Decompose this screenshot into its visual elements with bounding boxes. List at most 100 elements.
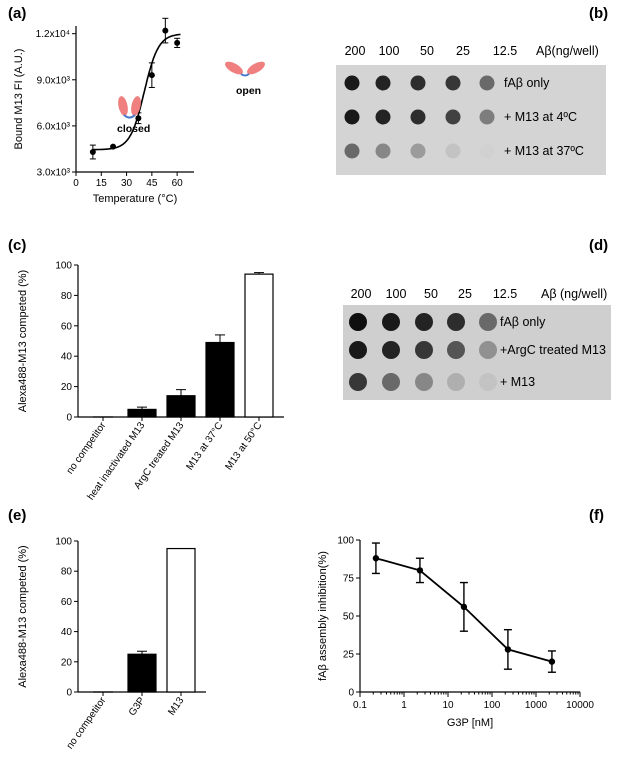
- data-point: [416, 567, 424, 574]
- data-point: [174, 39, 181, 46]
- panel-label-d: (d): [589, 237, 608, 254]
- y-tick-label: 60: [61, 597, 73, 608]
- data-point: [162, 27, 169, 34]
- x-tick-label: M13 at 37°C: [184, 420, 225, 472]
- blot-dot: [349, 313, 367, 331]
- y-tick-label: 40: [61, 627, 73, 638]
- y-tick-label: 75: [343, 574, 355, 585]
- blot-dot: [344, 143, 360, 159]
- x-axis-label: Temperature (°C): [93, 193, 177, 205]
- annotation-closed: closed: [117, 123, 150, 135]
- blot-header: 12.5: [493, 287, 517, 301]
- closed-m13-icon: [118, 96, 128, 116]
- panel-label-a: (a): [8, 5, 26, 22]
- blot-dot: [375, 109, 391, 125]
- panel-label-c: (c): [8, 237, 26, 254]
- open-m13-icon: [247, 61, 265, 75]
- x-tick-label: 1000: [525, 700, 548, 711]
- blot-row-label: fAβ only: [500, 315, 546, 329]
- data-point: [110, 143, 117, 150]
- y-tick-label: 100: [337, 536, 354, 547]
- blot-dot: [447, 313, 465, 331]
- x-tick-label: 60: [172, 178, 184, 189]
- x-tick-label: 0.1: [353, 700, 367, 711]
- closed-hinge-icon: [123, 114, 136, 119]
- blot-dot: [344, 109, 360, 125]
- x-tick-label: M13 at 50°C: [223, 420, 264, 472]
- blot-dot: [479, 373, 497, 391]
- y-tick-label: 6.0x10³: [37, 121, 71, 132]
- blot-header: 50: [420, 44, 434, 58]
- blot-dot: [415, 373, 433, 391]
- x-tick-label: 1: [401, 700, 407, 711]
- blot-dot: [415, 313, 433, 331]
- data-point: [504, 646, 512, 653]
- blot-row-label: + M13: [500, 375, 535, 389]
- y-axis-label: Alexa488-M13 competed (%): [17, 545, 29, 687]
- bar: [205, 341, 235, 418]
- y-tick-label: 0: [66, 688, 72, 699]
- blot-dot: [479, 143, 495, 159]
- chart-a: 0 15 30 45 60 3.0x10³ 6.0x10³ 9.0x10³ 1.2x10⁴ Tem…: [13, 17, 265, 205]
- bar: [244, 273, 274, 418]
- blot-dot: [479, 75, 495, 91]
- y-tick-label: 50: [343, 612, 355, 623]
- blot-dot: [447, 373, 465, 391]
- x-tick-label: 10000: [566, 700, 594, 711]
- y-tick-label: 0: [348, 688, 354, 699]
- panel-label-e: (e): [8, 507, 26, 524]
- x-tick-label: no competitor: [65, 695, 109, 751]
- blot-dot: [410, 143, 426, 159]
- data-point: [135, 115, 142, 122]
- x-tick-label: 15: [96, 178, 108, 189]
- x-tick-label: 0: [73, 178, 79, 189]
- y-tick-label: 100: [55, 537, 72, 548]
- data-point: [548, 658, 556, 665]
- x-tick-label: no competitor: [65, 420, 109, 476]
- blot-dot: [447, 341, 465, 359]
- blot-dot: [445, 143, 461, 159]
- blot-dot: [479, 109, 495, 125]
- dot-blot-b: 200 100 50 25 12.5 Aβ(ng/well) fAβ only + M13 a…: [336, 44, 606, 175]
- blot-dot: [479, 313, 497, 331]
- x-tick-label: M13: [166, 695, 186, 718]
- blot-header: 25: [456, 44, 470, 58]
- panel-label-f: (f): [589, 507, 604, 524]
- blot-header: 100: [386, 287, 407, 301]
- data-point: [89, 149, 96, 156]
- bar: [127, 408, 157, 418]
- y-axis-label: fAβ assembly inhibition(%): [317, 551, 329, 681]
- blot-dot: [445, 75, 461, 91]
- closed-m13-icon: [131, 96, 141, 116]
- y-tick-label: 100: [55, 261, 72, 272]
- y-tick-label: 20: [61, 382, 73, 393]
- blot-header: 200: [345, 44, 366, 58]
- dot-blot-d: 200 100 50 25 12.5 Aβ (ng/well) fAβ only +ArgC …: [343, 287, 611, 400]
- blot-dot: [479, 341, 497, 359]
- y-axis-label: Bound M13 FI (A.U.): [13, 49, 25, 150]
- blot-row-label: fAβ only: [504, 76, 550, 90]
- blot-dot: [349, 341, 367, 359]
- open-m13-icon: [225, 61, 243, 75]
- y-tick-label: 9.0x10³: [37, 75, 71, 86]
- y-tick-label: 80: [61, 567, 73, 578]
- data-point: [460, 603, 468, 611]
- blot-header: 50: [424, 287, 438, 301]
- chart-e: 0 20 40 60 80 100 Alexa488-M13 competed (%) no …: [17, 537, 206, 751]
- blot-row-label: + M13 at 4ºC: [504, 110, 577, 124]
- blot-row-label: + M13 at 37ºC: [504, 144, 584, 158]
- y-tick-label: 40: [61, 352, 73, 363]
- data-point: [372, 555, 380, 562]
- blot-header: Aβ(ng/well): [536, 44, 599, 58]
- blot-dot: [349, 373, 367, 391]
- chart-f: 0.1 1 10 100 1000 10000 0 25 50 75 100 G3P [nM] fAβ …: [317, 536, 594, 730]
- open-hinge-icon: [240, 73, 250, 77]
- blot-dot: [445, 109, 461, 125]
- blot-header: 200: [351, 287, 372, 301]
- blot-dot: [375, 75, 391, 91]
- blot-row-label: +ArgC treated M13: [500, 343, 606, 357]
- y-tick-label: 80: [61, 291, 73, 302]
- panel-label-b: (b): [589, 5, 608, 22]
- x-tick-label: 30: [121, 178, 133, 189]
